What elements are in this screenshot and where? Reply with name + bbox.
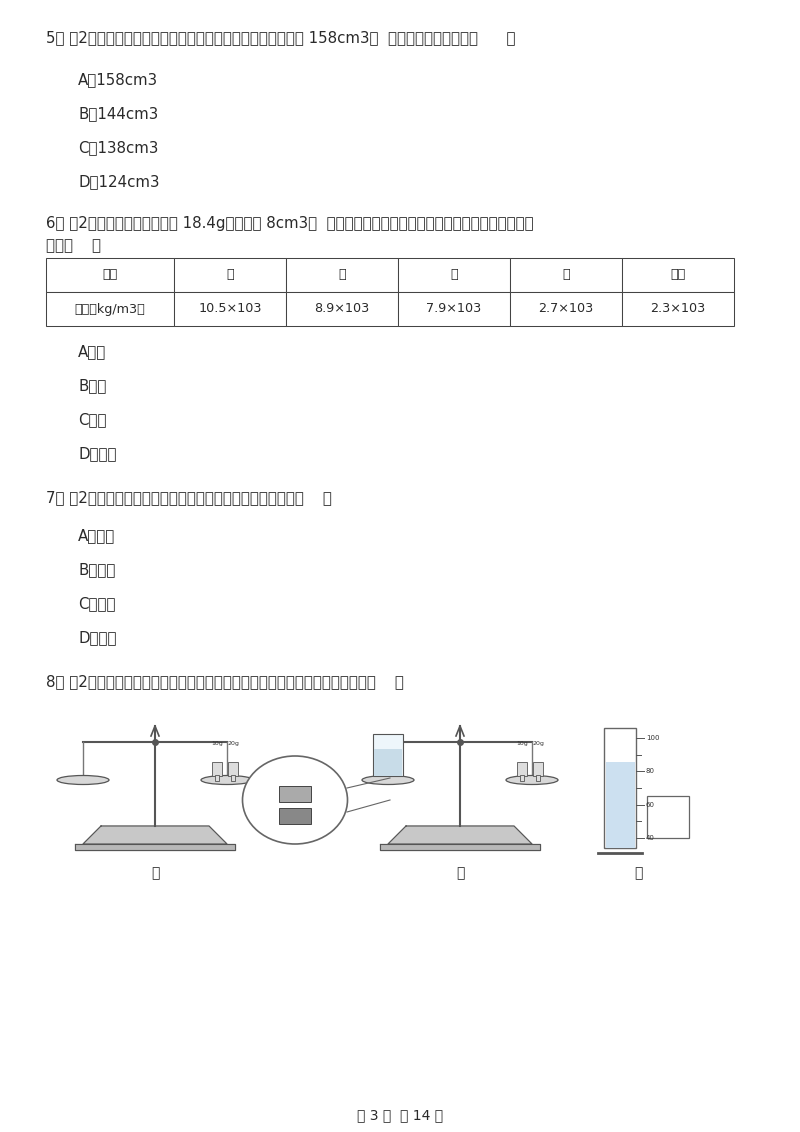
Bar: [517, 762, 527, 777]
Bar: [231, 775, 235, 781]
Bar: [510, 292, 622, 326]
Ellipse shape: [201, 775, 253, 784]
Bar: [212, 762, 222, 777]
Text: 8． （2吆）小明通过如图所示实验测量牛奶的密度，下列相关说法中正确的是（    ）: 8． （2吆）小明通过如图所示实验测量牛奶的密度，下列相关说法中正确的是（ ）: [46, 674, 404, 689]
Text: 2.7×103: 2.7×103: [538, 302, 594, 316]
Text: 60: 60: [646, 801, 655, 807]
Bar: [510, 258, 622, 292]
Bar: [286, 258, 398, 292]
Text: D．陶瓷: D．陶瓷: [78, 446, 117, 461]
Polygon shape: [380, 844, 540, 850]
Bar: [46, 292, 174, 326]
Text: B．144cm3: B．144cm3: [78, 106, 158, 121]
Ellipse shape: [242, 756, 347, 844]
Text: B．铜: B．铜: [78, 378, 106, 393]
Text: 2.3×103: 2.3×103: [650, 302, 706, 316]
Text: 7.9×103: 7.9×103: [426, 302, 482, 316]
Text: 能是（    ）: 能是（ ）: [46, 238, 101, 252]
Polygon shape: [83, 826, 227, 844]
Bar: [286, 292, 398, 326]
Text: 乙: 乙: [456, 866, 464, 880]
Bar: [46, 258, 174, 292]
Text: 10.5×103: 10.5×103: [198, 302, 262, 316]
Bar: [398, 292, 510, 326]
Bar: [606, 762, 634, 848]
Text: 20g: 20g: [532, 741, 544, 746]
Text: C．体积: C．体积: [78, 597, 115, 611]
Ellipse shape: [506, 775, 558, 784]
Bar: [228, 762, 238, 777]
Text: D．124cm3: D．124cm3: [78, 174, 159, 189]
Polygon shape: [75, 844, 235, 850]
Ellipse shape: [362, 775, 414, 784]
Bar: [604, 728, 636, 848]
Text: 第 3 页  共 14 页: 第 3 页 共 14 页: [357, 1108, 443, 1122]
Bar: [279, 808, 311, 824]
Text: 甲: 甲: [151, 866, 159, 880]
Text: A．质量: A．质量: [78, 528, 115, 543]
Bar: [622, 258, 734, 292]
Bar: [374, 748, 402, 777]
Text: D．温度: D．温度: [78, 631, 117, 645]
Text: 10g: 10g: [516, 741, 528, 746]
Text: 銀: 銀: [226, 268, 234, 282]
Polygon shape: [388, 826, 532, 844]
Text: C．铁: C．铁: [78, 412, 106, 427]
Text: 6． （2分）一把汤匙的质量是 18.4g，体积是 8cm3，  则根据如下密度表，可以知道做成这把汤匙的材料可: 6． （2分）一把汤匙的质量是 18.4g，体积是 8cm3， 则根据如下密度表…: [46, 216, 534, 231]
Bar: [398, 258, 510, 292]
Bar: [536, 775, 540, 781]
Text: B．密度: B．密度: [78, 561, 115, 577]
Text: 80: 80: [646, 769, 655, 774]
Bar: [174, 258, 286, 292]
Text: 铁: 铁: [450, 268, 458, 282]
Bar: [520, 775, 524, 781]
Bar: [279, 786, 311, 801]
Bar: [647, 796, 689, 838]
Text: 100: 100: [646, 735, 659, 741]
Text: 铜: 铜: [338, 268, 346, 282]
Bar: [533, 762, 543, 777]
Text: 丙: 丙: [634, 866, 642, 880]
Text: 40: 40: [646, 835, 655, 841]
Bar: [373, 734, 403, 777]
Text: 10g: 10g: [211, 741, 223, 746]
Text: 20g: 20g: [227, 741, 239, 746]
Text: 物质: 物质: [102, 268, 118, 282]
Bar: [174, 292, 286, 326]
Text: 铝: 铝: [562, 268, 570, 282]
Text: 陶瓷: 陶瓷: [670, 268, 686, 282]
Text: 8.9×103: 8.9×103: [314, 302, 370, 316]
Ellipse shape: [57, 775, 109, 784]
Text: A．铝: A．铝: [78, 344, 106, 359]
Text: 7． （2分）下面几个物理量中可以用来鉴别物质的种类的是（    ）: 7． （2分）下面几个物理量中可以用来鉴别物质的种类的是（ ）: [46, 490, 332, 505]
Bar: [215, 775, 219, 781]
Bar: [622, 292, 734, 326]
Text: 5． （2分）一个铁球放入水中刚好悬浮，此时排开水的体积是 158cm3，  则空心部分的体积是（      ）: 5． （2分）一个铁球放入水中刚好悬浮，此时排开水的体积是 158cm3， 则空…: [46, 31, 515, 45]
Text: C．138cm3: C．138cm3: [78, 140, 158, 155]
Text: 密度（kg/m3）: 密度（kg/m3）: [74, 302, 146, 316]
Text: A．158cm3: A．158cm3: [78, 72, 158, 87]
